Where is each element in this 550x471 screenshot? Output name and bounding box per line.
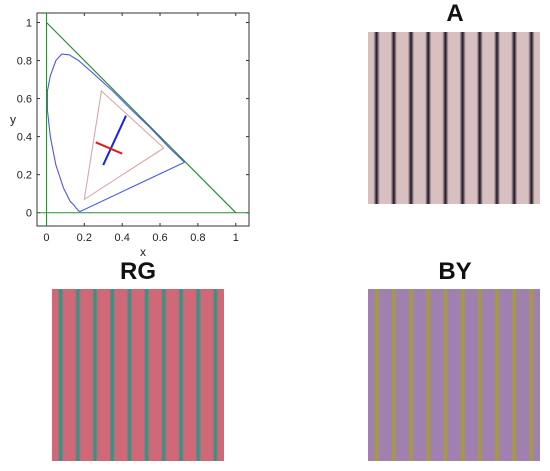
red-direction-line (95, 141, 123, 155)
y-tick-label: 0.2 (17, 170, 32, 182)
grating-image-rg (52, 289, 224, 461)
spectral-locus-curve (46, 53, 185, 213)
panel-title-a: A (446, 0, 464, 27)
y-axis-label: y (10, 113, 16, 127)
x-axis-label: x (140, 245, 146, 259)
y-tick-label: 1 (26, 18, 32, 30)
x-tick-label: 0.2 (77, 232, 92, 244)
x-tick-label: 0 (43, 232, 49, 244)
grating-image-a (368, 32, 540, 204)
y-tick-label: 0 (26, 208, 32, 220)
y-tick-label: 0.8 (17, 56, 32, 68)
green-diagonal-line (46, 22, 237, 214)
blue-direction-line (102, 115, 127, 166)
x-tick-label: 1 (233, 232, 239, 244)
grating-panels (52, 32, 540, 461)
purple-line (79, 161, 185, 213)
y-tick-label: 0.6 (17, 94, 32, 106)
x-tick-label: 0.8 (190, 232, 205, 244)
x-tick-label: 0.4 (115, 232, 130, 244)
chromaticity-plot: 0 0.2 0.4 0.6 0.8 1 0 0.2 0.4 0.6 0.8 1 x y (10, 12, 250, 259)
panel-title-by: BY (438, 258, 472, 285)
gamut-triangle (83, 89, 165, 201)
x-tick-label: 0.6 (152, 232, 167, 244)
panel-title-rg: RG (120, 258, 156, 285)
grating-image-by (368, 289, 540, 461)
y-tick-label: 0.4 (17, 132, 32, 144)
